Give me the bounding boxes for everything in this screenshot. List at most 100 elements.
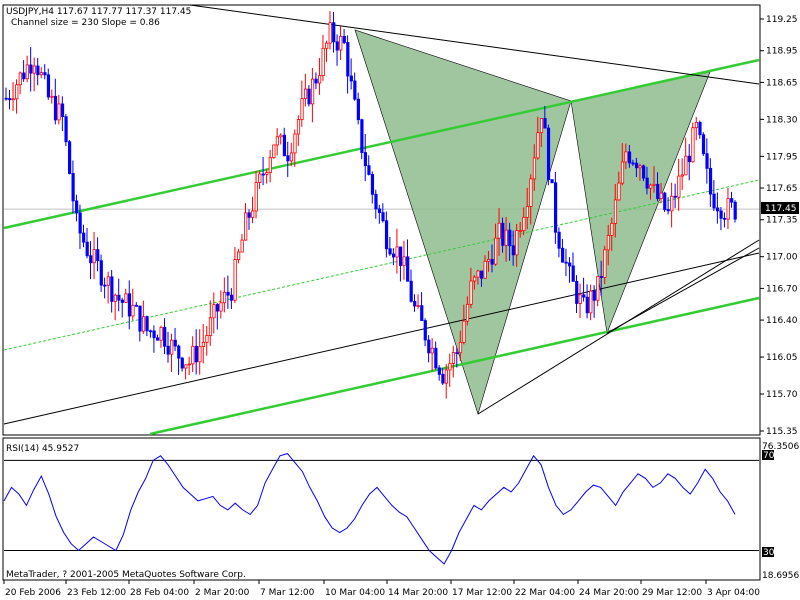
- candle-bear: [571, 265, 575, 282]
- candle-bear: [307, 88, 311, 105]
- candle-bear: [733, 201, 737, 220]
- candle-bull: [251, 210, 255, 218]
- candle-bull: [694, 121, 699, 129]
- candle-bear: [550, 179, 554, 184]
- candle-bear: [138, 305, 142, 332]
- time-label: 7 Mar 12:00: [260, 588, 315, 598]
- price-label: 116.05: [766, 353, 798, 363]
- candle-bull: [11, 98, 15, 101]
- candle-bear: [730, 198, 734, 203]
- candle-bull: [680, 174, 684, 177]
- rsi-area: [3, 453, 759, 565]
- candle-bull: [596, 276, 600, 301]
- candle-bull: [32, 65, 36, 74]
- candle-bear: [78, 212, 82, 234]
- candle-bear: [546, 127, 551, 181]
- candle-bear: [592, 290, 596, 301]
- candle-bull: [525, 206, 530, 218]
- rsi-level-70-label: 70: [763, 451, 775, 461]
- rsi-title: RSI(14) 45.9527: [6, 444, 79, 454]
- candle-bear: [120, 299, 125, 303]
- channel-mid-line: [3, 179, 760, 351]
- candle-bull: [444, 369, 449, 384]
- price-label: 118.95: [766, 47, 798, 57]
- candle-bull: [522, 216, 526, 231]
- candle-bear: [377, 208, 382, 214]
- candle-bear: [420, 305, 424, 321]
- candle-bear: [599, 276, 603, 278]
- candle-bear: [406, 256, 410, 282]
- candle-bear: [712, 193, 716, 209]
- candle-bear: [53, 95, 58, 121]
- candle-bear: [673, 195, 677, 198]
- candle-bull: [328, 22, 332, 44]
- candle-bear: [384, 220, 389, 250]
- candle-bear: [110, 276, 114, 302]
- candle-bear: [557, 231, 561, 249]
- candle-bear: [363, 152, 368, 167]
- candle-bull: [610, 222, 614, 236]
- candle-bull: [198, 346, 202, 363]
- candle-bear: [543, 118, 547, 129]
- candle-bull: [458, 341, 463, 354]
- time-label: 17 Mar 12:00: [452, 588, 512, 598]
- candle-bear: [705, 153, 709, 169]
- candle-bull: [50, 95, 54, 98]
- candle-bear: [163, 326, 167, 347]
- candle-bear: [360, 119, 364, 153]
- candle-bear: [127, 293, 132, 317]
- candle-bull: [620, 161, 625, 184]
- candle-bear: [335, 41, 339, 51]
- candle-bull: [448, 362, 452, 371]
- candle-bull: [659, 192, 663, 199]
- rsi-line: [3, 453, 736, 565]
- rsi-min-label: 18.6956: [762, 571, 799, 581]
- candle-bear: [511, 245, 515, 256]
- candle-bear: [99, 260, 103, 286]
- candle-bear: [226, 291, 230, 296]
- candle-bear: [723, 217, 727, 220]
- candle-bear: [553, 182, 558, 233]
- candle-bull: [726, 198, 730, 220]
- price-label: 115.35: [766, 427, 798, 437]
- candle-bear: [642, 165, 646, 179]
- candle-bear: [261, 173, 265, 176]
- candle-bull: [339, 35, 343, 51]
- candle-bull: [279, 134, 283, 138]
- candle-bear: [582, 294, 586, 298]
- candle-bear: [388, 248, 392, 255]
- candle-bear: [666, 209, 670, 212]
- channel-lower-line: [149, 296, 760, 436]
- candle-bull: [124, 293, 128, 303]
- candle-bear: [708, 167, 713, 195]
- candle-bear: [177, 345, 181, 359]
- candle-bear: [247, 212, 251, 218]
- candle-bear: [719, 210, 723, 219]
- price-label: 116.70: [766, 284, 798, 294]
- current-price-label: 117.45: [765, 204, 797, 214]
- candle-bull: [293, 133, 297, 154]
- candle-bull: [208, 317, 213, 336]
- candle-bear: [409, 280, 413, 302]
- candle-bear: [314, 78, 318, 84]
- support-line: [3, 252, 760, 425]
- candle-bull: [184, 364, 188, 369]
- time-label: 10 Mar 04:00: [325, 588, 385, 598]
- price-label: 117.35: [766, 216, 798, 226]
- trend-line-2: [606, 247, 760, 334]
- candle-bear: [413, 300, 417, 307]
- candle-bull: [589, 290, 593, 314]
- pattern-triangle-left: [354, 29, 572, 416]
- candle-bear: [698, 121, 702, 136]
- channel-info: Channel size = 230 Slope = 0.86: [11, 18, 160, 28]
- candle-bull: [325, 42, 329, 49]
- candle-bear: [286, 155, 290, 162]
- candle-bull: [487, 259, 491, 262]
- candle-bull: [677, 175, 681, 198]
- time-label: 24 Mar 20:00: [579, 588, 639, 598]
- candle-bull: [300, 98, 304, 120]
- candle-bull: [483, 260, 487, 279]
- time-label: 23 Feb 12:00: [67, 588, 126, 598]
- candle-bull: [289, 152, 294, 162]
